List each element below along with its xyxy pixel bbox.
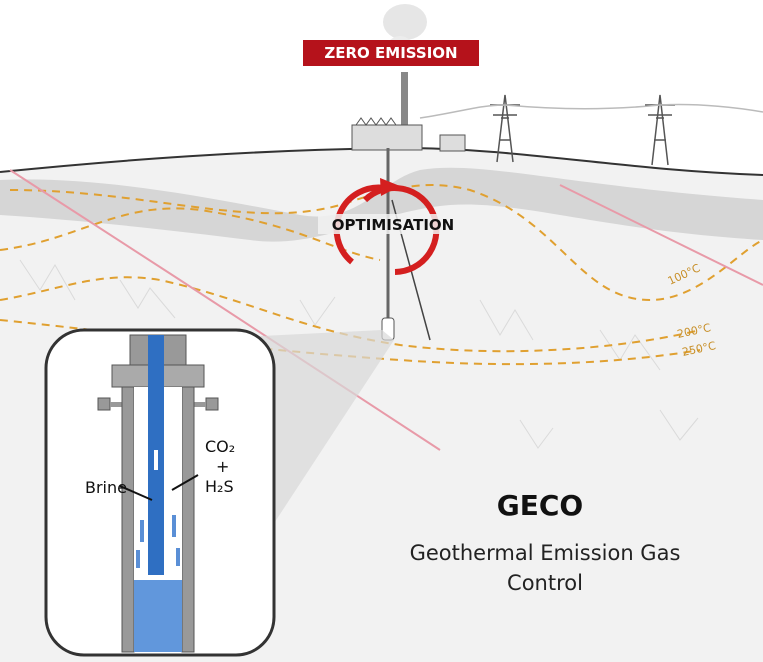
flow-arrow	[154, 450, 158, 470]
gas-label: +	[216, 457, 229, 476]
cycle-label: OPTIMISATION	[332, 216, 454, 234]
plant-building	[352, 125, 422, 150]
geco-diagram: 100°C 200°C 250°C ZERO EMISSION OPTIMISA…	[0, 0, 763, 662]
gas-label: CO₂	[205, 437, 235, 456]
caption-subtitle: Control	[507, 571, 583, 595]
tank	[440, 135, 465, 151]
caption-title: GECO	[497, 489, 583, 522]
gas-label: H₂S	[205, 477, 234, 496]
smoke	[383, 4, 427, 40]
foam	[134, 580, 182, 652]
caption-subtitle: Geothermal Emission Gas	[410, 541, 681, 565]
banner-text: ZERO EMISSION	[324, 44, 457, 62]
brine-label: Brine	[85, 478, 127, 497]
roof	[356, 118, 396, 125]
stack	[401, 72, 408, 127]
